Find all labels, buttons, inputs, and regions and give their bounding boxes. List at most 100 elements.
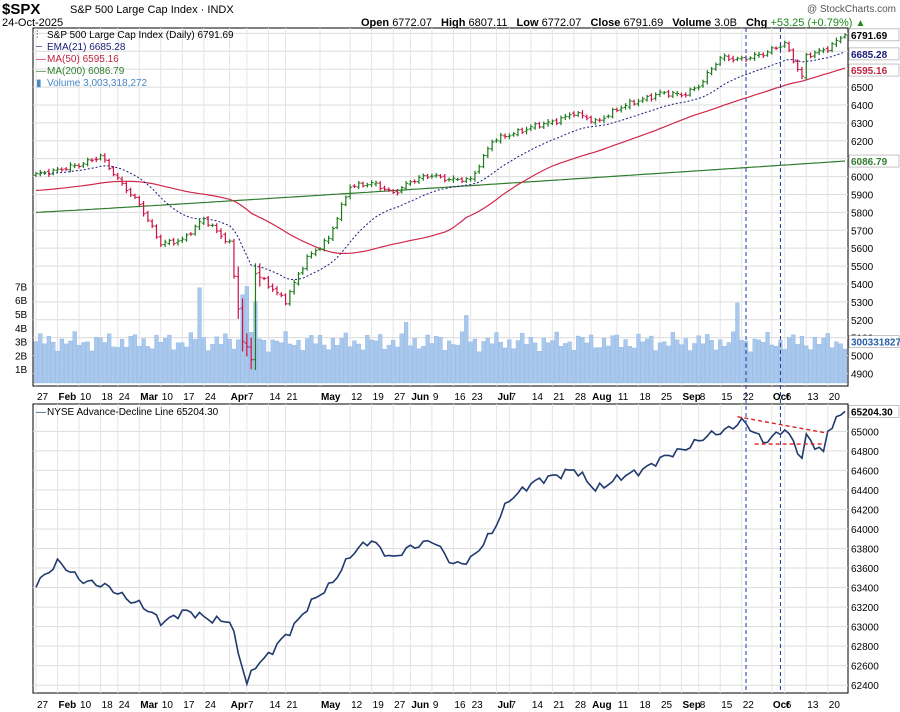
volume-bar — [662, 341, 667, 384]
volume-bar — [214, 336, 219, 384]
price-axis-tick: 5900 — [851, 190, 874, 201]
volume-bar — [774, 346, 779, 384]
price-bar — [395, 188, 400, 196]
volume-bar — [107, 333, 112, 384]
volume-bar — [761, 342, 766, 384]
price-bar — [309, 251, 314, 259]
price-x-tick: 7 — [248, 392, 254, 403]
volume-bar — [756, 339, 762, 384]
volume-bar — [231, 348, 237, 384]
price-bar — [541, 121, 546, 129]
tag-ema21-label: 6685.28 — [851, 50, 888, 61]
price-bar — [391, 189, 396, 195]
price-bar — [361, 181, 366, 188]
volume-bar — [403, 322, 409, 384]
volume-bar — [627, 346, 632, 384]
price-bar — [705, 70, 710, 85]
price-bar — [657, 89, 662, 97]
volume-bar — [438, 337, 443, 384]
volume-bar — [236, 339, 241, 384]
price-x-tick: 22 — [743, 392, 755, 403]
price-bar — [645, 94, 650, 102]
volume-bar — [339, 338, 344, 384]
breadth-x-tick: Sep — [682, 700, 700, 711]
volume-bar — [511, 348, 516, 384]
volume-bar — [769, 344, 774, 384]
breadth-x-tick: 14 — [532, 700, 544, 711]
volume-bar — [412, 337, 417, 384]
volume-bar — [360, 349, 366, 384]
breadth-x-tick: 13 — [807, 700, 819, 711]
price-bar — [597, 118, 602, 123]
volume-bar — [722, 346, 727, 384]
volume-bar — [580, 337, 585, 384]
volume-bar — [606, 345, 611, 384]
volume-bar — [731, 331, 736, 384]
price-axis-tick: 6300 — [851, 119, 874, 130]
breadth-axis-tick: 64400 — [851, 486, 879, 497]
price-axis-tick: 5200 — [851, 316, 874, 327]
volume-bar — [59, 338, 64, 384]
price-bar — [408, 180, 413, 186]
price-bar — [756, 51, 761, 58]
price-x-tick: 18 — [639, 392, 651, 403]
price-bar — [180, 236, 185, 243]
volume-bar — [335, 345, 340, 384]
price-bar — [537, 121, 542, 129]
price-bar — [55, 167, 60, 173]
price-x-tick: Jun — [411, 392, 429, 403]
volume-bar — [167, 334, 172, 384]
volume-bar — [507, 339, 512, 384]
price-bar — [726, 54, 731, 62]
ticker-symbol: $SPX — [2, 1, 41, 18]
volume-bar — [292, 345, 297, 384]
price-bar — [692, 86, 697, 92]
breadth-x-tick: 27 — [37, 700, 49, 711]
price-bar — [649, 93, 654, 102]
price-axis-tick: 5700 — [851, 226, 874, 237]
volume-bar — [765, 331, 770, 384]
breadth-x-tick: Mar — [140, 700, 158, 711]
volume-bar — [287, 343, 292, 384]
price-bar — [614, 107, 619, 113]
volume-bar — [451, 344, 456, 384]
volume-bar — [128, 336, 133, 384]
price-bar — [683, 92, 688, 98]
volume-bar — [98, 337, 103, 384]
price-bar — [709, 66, 714, 76]
price-axis-tick: 4900 — [851, 369, 874, 380]
price-panel-frame — [32, 27, 849, 387]
volume-bar — [709, 340, 714, 384]
volume-bar — [584, 342, 589, 384]
breadth-x-tick: Apr — [231, 700, 248, 711]
volume-bar — [76, 344, 82, 384]
volume-axis-tick: 4B — [15, 324, 28, 335]
price-bar — [442, 174, 447, 183]
price-bar — [137, 195, 142, 207]
price-bar — [51, 168, 56, 176]
price-bar — [210, 223, 215, 228]
price-bar — [382, 185, 387, 192]
volume-bar — [408, 345, 413, 384]
price-bar — [808, 52, 813, 59]
price-bar — [132, 193, 137, 200]
breadth-x-tick: 15 — [721, 700, 733, 711]
price-bar — [339, 202, 344, 222]
volume-bar — [528, 337, 533, 384]
volume-bar — [72, 331, 77, 384]
volume-bar — [842, 348, 848, 384]
price-bar — [546, 119, 551, 127]
tag-volume — [848, 335, 900, 348]
price-bar — [176, 238, 181, 246]
price-bar — [356, 180, 361, 190]
volume-bars — [33, 286, 848, 384]
volume-bar — [111, 346, 116, 384]
volume-bar — [498, 341, 503, 384]
volume-bar — [739, 339, 744, 384]
price-bar — [765, 50, 770, 57]
price-bar — [102, 153, 107, 163]
ma50-line — [35, 67, 846, 254]
volume-bar — [830, 347, 835, 384]
price-bar — [124, 180, 129, 194]
price-bar — [300, 266, 305, 276]
